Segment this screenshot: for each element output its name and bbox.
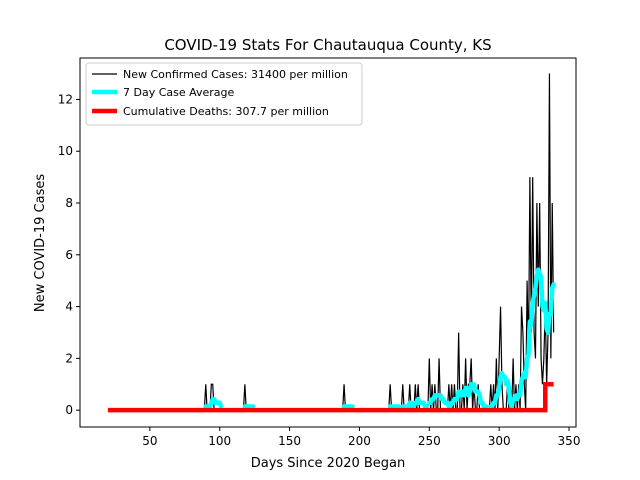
y-tick-label: 12 — [58, 92, 73, 106]
y-axis: 0 2 4 6 8 10 12 — [58, 92, 80, 417]
y-tick-label: 0 — [65, 403, 73, 417]
legend-label-cumulative-deaths: Cumulative Deaths: 307.7 per million — [123, 105, 329, 118]
y-tick-label: 4 — [65, 300, 73, 314]
legend-box — [85, 62, 363, 126]
x-tick-label: 50 — [142, 434, 157, 448]
legend-label-new-cases: New Confirmed Cases: 31400 per million — [123, 68, 348, 81]
legend-label-7-day-average: 7 Day Case Average — [123, 86, 235, 99]
y-tick-label: 10 — [58, 144, 73, 158]
x-tick-label: 350 — [558, 434, 581, 448]
x-tick-label: 200 — [348, 434, 371, 448]
x-tick-label: 150 — [278, 434, 301, 448]
series-line-7-day-average — [488, 267, 556, 409]
x-tick-label: 100 — [208, 434, 231, 448]
y-tick-label: 2 — [65, 351, 73, 365]
plot-frame — [79, 57, 577, 428]
x-tick-label: 250 — [418, 434, 441, 448]
y-tick-label: 6 — [65, 248, 73, 262]
x-axis-label: Days Since 2020 Began — [251, 456, 406, 471]
series-layer — [107, 73, 556, 413]
x-axis: 50 100 150 200 250 300 350 — [142, 427, 580, 448]
series-line-7-day-average — [400, 396, 429, 409]
legend: New Confirmed Cases: 31400 per million 7… — [85, 62, 363, 126]
series-line-7-day-average — [427, 382, 489, 409]
series-line-7-day-average — [203, 396, 224, 409]
y-axis-label: New COVID-19 Cases — [33, 174, 48, 312]
series-line-cumulative-deaths — [107, 382, 554, 413]
chart-title: COVID-19 Stats For Chautauqua County, KS — [164, 36, 491, 54]
y-tick-label: 8 — [65, 196, 73, 210]
x-tick-label: 300 — [488, 434, 511, 448]
